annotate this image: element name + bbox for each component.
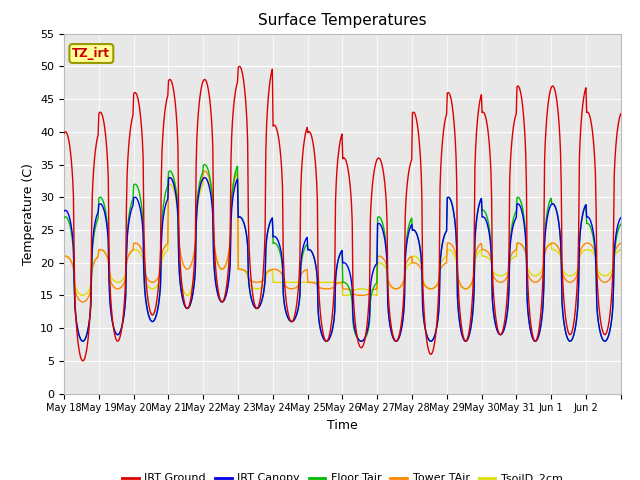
Legend: IRT Ground, IRT Canopy, Floor Tair, Tower TAir, TsoilD_2cm: IRT Ground, IRT Canopy, Floor Tair, Towe… bbox=[118, 469, 567, 480]
Title: Surface Temperatures: Surface Temperatures bbox=[258, 13, 427, 28]
X-axis label: Time: Time bbox=[327, 419, 358, 432]
Text: TZ_irt: TZ_irt bbox=[72, 47, 110, 60]
Y-axis label: Temperature (C): Temperature (C) bbox=[22, 163, 35, 264]
